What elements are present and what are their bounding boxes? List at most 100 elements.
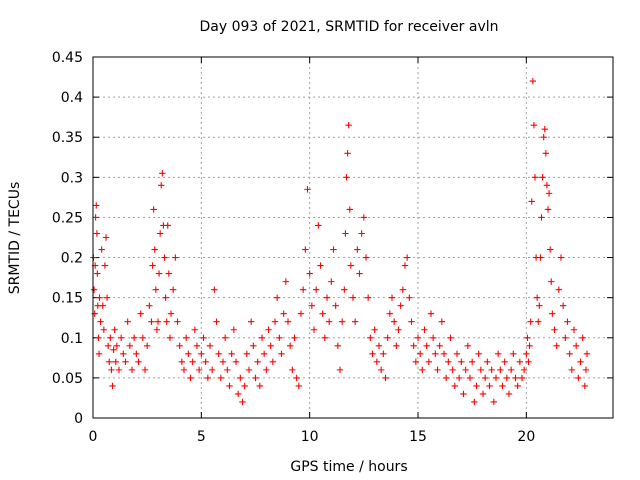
data-point [341, 286, 348, 293]
chart-title: Day 093 of 2021, SRMTID for receiver avl… [199, 19, 498, 35]
data-point [414, 334, 422, 341]
data-point [466, 374, 474, 382]
data-point [546, 246, 554, 253]
data-point [228, 350, 235, 358]
data-point [344, 150, 351, 157]
data-point [151, 246, 158, 253]
data-point [490, 398, 498, 406]
data-point [432, 350, 439, 358]
data-point [94, 270, 101, 277]
data-point [492, 374, 500, 382]
data-point [230, 326, 238, 333]
data-point [330, 246, 337, 253]
y-tick-label: 0.3 [61, 170, 83, 186]
data-point [111, 326, 118, 333]
data-point [549, 310, 556, 317]
axis-ticks: 0 0.05 0.1 0.15 0.2 0.25 0.3 0.35 0.4 0.45 0 5 10 15 2… [52, 50, 613, 445]
data-point [477, 366, 485, 374]
data-point [520, 366, 528, 374]
data-point [176, 342, 183, 349]
data-point [581, 382, 589, 390]
y-tick-label: 0.15 [52, 291, 83, 307]
data-point [386, 310, 394, 317]
data-point [473, 382, 480, 390]
data-point [445, 358, 452, 366]
data-point [100, 326, 108, 333]
data-point [351, 318, 359, 325]
data-point [406, 294, 413, 301]
y-tick-label: 0.1 [61, 331, 83, 347]
data-point [106, 358, 113, 366]
data-point [440, 350, 448, 358]
data-point [198, 350, 205, 358]
data-point [232, 358, 240, 366]
x-tick-label: 20 [517, 429, 535, 445]
data-point [501, 358, 508, 366]
data-point [241, 382, 248, 390]
data-point [321, 334, 329, 341]
data-point [494, 350, 502, 358]
data-point [524, 334, 531, 341]
data-point [112, 358, 119, 366]
data-point [408, 318, 415, 325]
data-point [219, 358, 227, 366]
data-point [564, 318, 571, 325]
data-point [582, 366, 590, 374]
data-point [323, 294, 331, 301]
data-point [128, 366, 136, 374]
data-point [421, 326, 428, 333]
data-point [364, 294, 372, 301]
data-point [527, 318, 534, 325]
y-tick-label: 0.45 [52, 50, 83, 66]
data-point [460, 390, 467, 398]
data-point [475, 350, 482, 358]
data-point [362, 254, 370, 261]
data-point [566, 350, 573, 358]
data-point [93, 230, 101, 237]
data-point [308, 302, 316, 309]
data-point [523, 350, 530, 358]
data-point [156, 230, 164, 237]
data-point [336, 366, 344, 374]
data-point [525, 358, 532, 366]
data-point [221, 334, 229, 341]
data-point [267, 342, 274, 349]
data-point [98, 246, 105, 253]
data-point [180, 366, 188, 374]
x-tick-label: 10 [301, 429, 319, 445]
data-point [468, 358, 476, 366]
data-point [395, 326, 402, 333]
data-point [135, 358, 142, 366]
data-point [334, 342, 342, 349]
data-point [245, 366, 253, 374]
data-point [503, 374, 511, 382]
data-point [486, 382, 493, 390]
data-point [343, 174, 350, 181]
data-point [211, 286, 218, 293]
y-tick-label: 0.05 [52, 371, 83, 387]
data-point [377, 366, 385, 374]
data-point [286, 342, 294, 349]
data-point [462, 366, 469, 374]
data-point [278, 350, 285, 358]
data-point [117, 334, 125, 341]
data-point [273, 294, 281, 301]
data-point [375, 342, 383, 349]
data-point [247, 318, 255, 325]
data-point [167, 310, 175, 317]
data-point [436, 342, 443, 349]
data-point [555, 286, 563, 293]
data-point [284, 318, 292, 325]
data-point [289, 366, 296, 374]
data-point [133, 350, 140, 358]
data-point [302, 246, 309, 253]
data-point [306, 270, 313, 277]
data-point [185, 350, 192, 358]
data-point [403, 254, 411, 261]
data-point [237, 374, 244, 382]
y-tick-label: 0.2 [61, 251, 83, 267]
data-point [434, 366, 441, 374]
data-point [293, 374, 300, 382]
data-point [356, 270, 363, 277]
